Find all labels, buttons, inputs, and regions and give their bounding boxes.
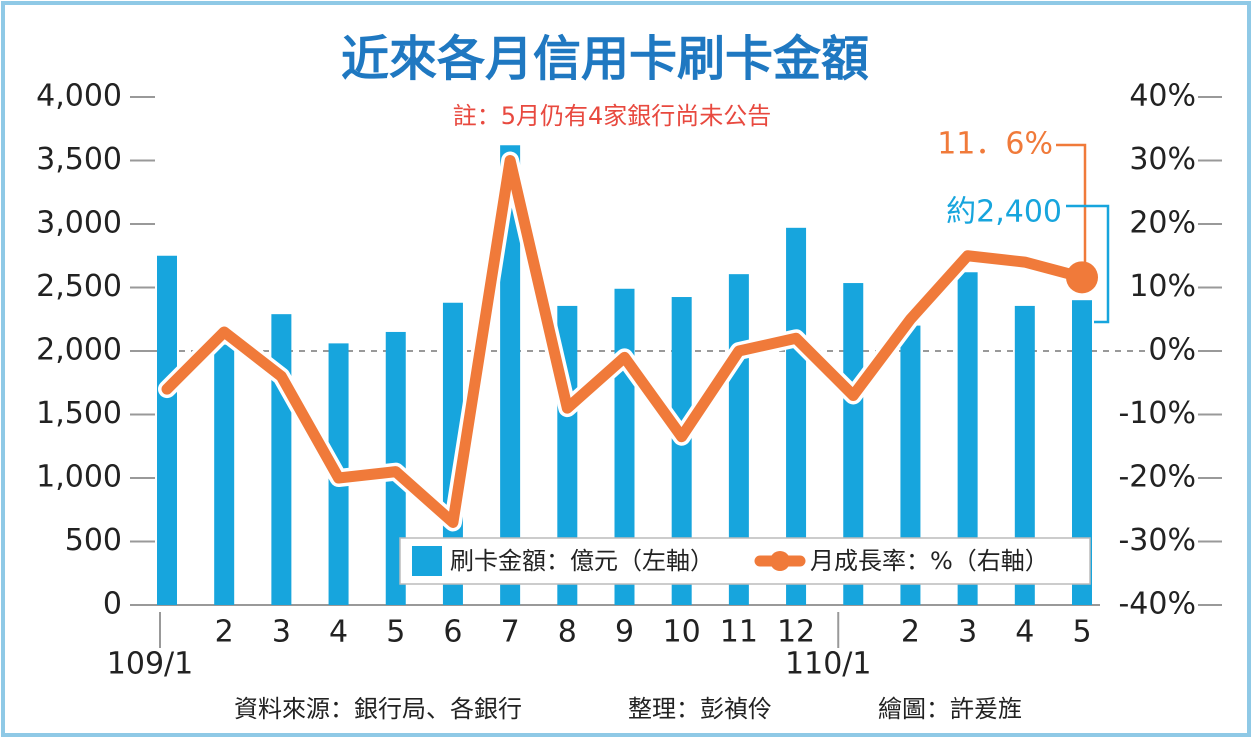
x-tick-label: 3: [272, 615, 291, 650]
y2-tick-label: -30%: [1118, 523, 1196, 558]
bar: [900, 325, 921, 605]
y-tick-label: 1,500: [36, 396, 122, 431]
bar: [671, 297, 692, 605]
credit: 資料來源：銀行局、各銀行: [234, 695, 522, 723]
y2-tick-label: 40%: [1129, 79, 1196, 114]
x-tick-label: 9: [615, 615, 634, 650]
y-tick-label: 3,500: [36, 142, 122, 177]
x-tick-label: 10: [663, 615, 701, 650]
plot: 0 500 1,000 1,500 2,000 2,500 3,000 3,500 4,000 -…: [36, 79, 1222, 682]
chart-title: 近來各月信用卡刷卡金額: [341, 31, 869, 87]
line: [161, 155, 1088, 528]
x-tick-label: 8: [558, 615, 577, 650]
legend-swatch: [412, 546, 442, 576]
x-tick-label: 7: [501, 615, 520, 650]
y-tick-label: 4,000: [36, 79, 122, 114]
credit: 整理：彭禎伶: [628, 695, 772, 723]
y2-tick-label: -20%: [1118, 460, 1196, 495]
y-tick-label: 1,000: [36, 460, 122, 495]
bar: [1072, 300, 1092, 605]
x-tick-label: 3: [958, 615, 977, 650]
legend-box: [399, 537, 1091, 585]
y-tick-label: 500: [65, 523, 122, 558]
x-tick-label: 2: [901, 615, 920, 650]
connector: [1056, 143, 1087, 272]
y2-tick-label: -40%: [1118, 587, 1196, 622]
y2-tick-label: 30%: [1129, 142, 1196, 177]
y2-tick-label: 0%: [1148, 333, 1196, 368]
x-tick-label: 110/1: [785, 647, 871, 682]
credit: 繪圖：許爰旌: [878, 695, 1022, 723]
x-tick-label: 109/1: [107, 647, 193, 682]
y-tick-label: 2,500: [36, 269, 122, 304]
y2-tick-label: 10%: [1129, 269, 1196, 304]
chart-subtitle: 註：5月仍有4家銀行尚未公告: [453, 102, 772, 130]
annotation: 11．6%: [937, 127, 1053, 162]
bar: [1014, 305, 1035, 605]
y-tick-label: 2,000: [36, 333, 122, 368]
bar: [957, 272, 978, 605]
x-tick-label: 5: [386, 615, 405, 650]
bar: [786, 227, 807, 605]
bar: [214, 344, 235, 605]
x-tick-label: 4: [329, 615, 348, 650]
legend-swatch: [770, 551, 790, 571]
x-tick-label: 11: [720, 615, 758, 650]
x-tick-label: 6: [443, 615, 462, 650]
y-tick-label: 3,000: [36, 206, 122, 241]
x-tick-label: 2: [215, 615, 234, 650]
y-tick-label: 0: [103, 587, 122, 622]
bar: [843, 283, 864, 605]
x-tick-label: 12: [777, 615, 815, 650]
bar: [271, 314, 292, 605]
y2-tick-label: 20%: [1129, 206, 1196, 241]
bar: [157, 255, 177, 605]
end-marker: [1066, 261, 1098, 294]
x-tick-label: 5: [1072, 615, 1091, 650]
annotation: 約2,400: [946, 195, 1062, 230]
connector: [1066, 204, 1110, 324]
bar: [500, 145, 521, 605]
y2-tick-label: -10%: [1118, 396, 1196, 431]
x-tick-label: 4: [1015, 615, 1034, 650]
legend-label: 月成長率：%（右軸）: [810, 547, 1049, 575]
legend-label: 刷卡金額：億元（左軸）: [450, 547, 714, 575]
